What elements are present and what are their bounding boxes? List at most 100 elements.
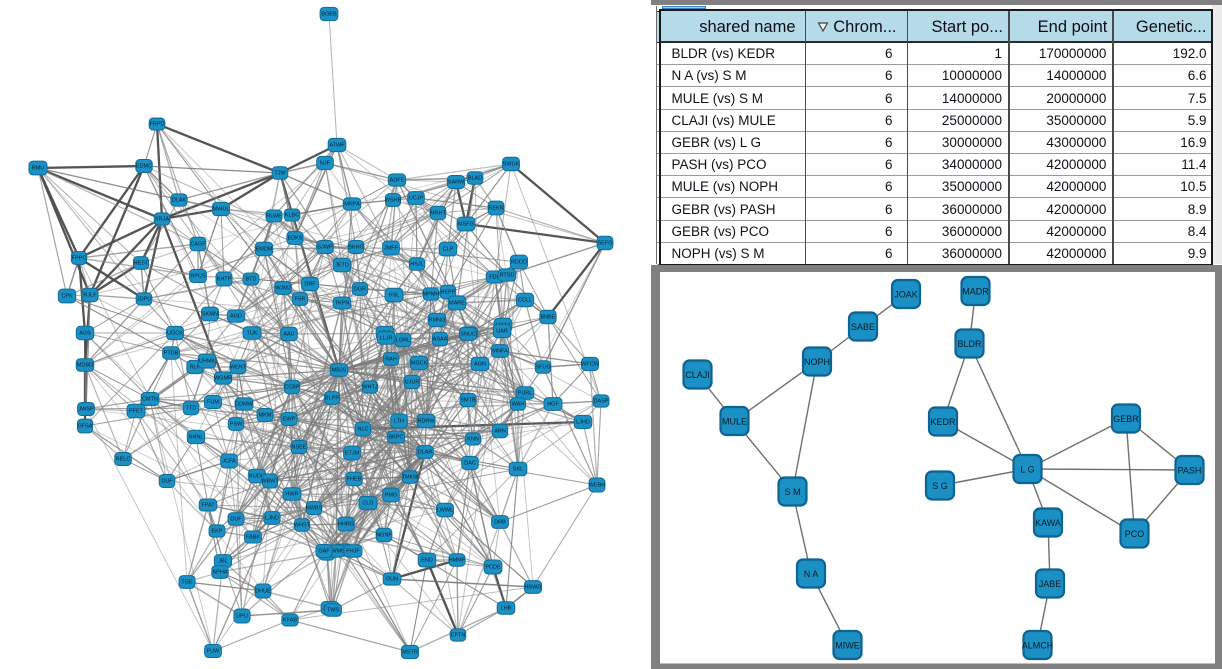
svg-text:JWSP: JWSP xyxy=(78,407,94,413)
svg-text:AGS: AGS xyxy=(79,331,91,337)
svg-text:JDPU: JDPU xyxy=(137,297,151,303)
svg-text:NSEE: NSEE xyxy=(292,445,307,451)
svg-text:MPMH: MPMH xyxy=(423,292,440,298)
svg-text:GAF: GAF xyxy=(318,549,330,555)
svg-text:KFAB: KFAB xyxy=(283,618,297,624)
svg-text:HSJL: HSJL xyxy=(410,262,423,268)
svg-text:SKMN: SKMN xyxy=(202,312,218,318)
svg-text:JABE: JABE xyxy=(1039,578,1062,588)
svg-text:ATWF: ATWF xyxy=(329,143,345,149)
svg-text:PURL: PURL xyxy=(518,391,533,397)
svg-text:FSR: FSR xyxy=(295,297,306,303)
svg-text:CCLL: CCLL xyxy=(518,298,532,304)
svg-text:JETD: JETD xyxy=(335,263,349,269)
svg-text:TGE: TGE xyxy=(181,580,193,586)
svg-text:L G: L G xyxy=(1020,464,1034,474)
svg-text:FHJF: FHJF xyxy=(346,549,360,555)
svg-text:LLJR: LLJR xyxy=(380,336,393,342)
svg-text:BNBE: BNBE xyxy=(541,315,556,321)
svg-text:CAGF: CAGF xyxy=(190,242,206,248)
svg-text:ALMCH: ALMCH xyxy=(1022,640,1054,650)
svg-text:KEDR: KEDR xyxy=(930,416,956,426)
svg-text:DLAK: DLAK xyxy=(172,198,187,204)
svg-text:EKP: EKP xyxy=(211,529,222,535)
svg-text:TJW: TJW xyxy=(274,171,286,177)
svg-text:FDG: FDG xyxy=(489,275,501,281)
svg-text:PCO: PCO xyxy=(1125,528,1145,538)
svg-text:FUW: FUW xyxy=(207,649,220,655)
svg-text:HGF: HGF xyxy=(547,402,559,408)
svg-text:MRHT: MRHT xyxy=(430,211,447,217)
svg-text:SNUC: SNUC xyxy=(460,332,476,338)
svg-text:PSW: PSW xyxy=(230,422,243,428)
svg-text:EMDM: EMDM xyxy=(256,247,273,253)
svg-text:LJHD: LJHD xyxy=(576,420,590,426)
svg-text:KHTP: KHTP xyxy=(217,277,232,283)
svg-text:RMU: RMU xyxy=(32,166,45,172)
svg-text:PMG: PMG xyxy=(385,493,398,499)
svg-text:BKPC: BKPC xyxy=(389,435,404,441)
svg-text:RTSD: RTSD xyxy=(500,273,515,279)
svg-text:JCFA: JCFA xyxy=(222,459,236,465)
svg-text:SMTB: SMTB xyxy=(460,398,476,404)
svg-text:RAH: RAH xyxy=(385,357,397,363)
svg-text:EDKS: EDKS xyxy=(288,236,303,242)
svg-text:AGD: AGD xyxy=(230,314,242,320)
svg-text:CLAJI: CLAJI xyxy=(685,369,710,379)
svg-text:TMKW: TMKW xyxy=(402,475,420,481)
svg-text:DLAR: DLAR xyxy=(418,450,433,456)
svg-text:UPU: UPU xyxy=(236,614,248,620)
svg-text:LWWL: LWWL xyxy=(437,508,453,514)
svg-text:SEFG: SEFG xyxy=(598,241,613,247)
svg-text:WSHB: WSHB xyxy=(385,198,402,204)
svg-text:SRJA: SRJA xyxy=(155,217,169,223)
svg-text:FRPD: FRPD xyxy=(150,122,165,128)
svg-text:CMTN: CMTN xyxy=(142,397,158,403)
svg-text:REKN: REKN xyxy=(488,206,503,212)
svg-text:SKHG: SKHG xyxy=(348,245,364,251)
svg-text:CLG: CLG xyxy=(362,501,373,507)
svg-text:KLBC: KLBC xyxy=(285,213,299,219)
svg-text:CFTN: CFTN xyxy=(451,633,466,639)
svg-text:ASAA: ASAA xyxy=(433,337,448,343)
svg-text:NJF: NJF xyxy=(320,161,331,167)
svg-text:SFUG: SFUG xyxy=(535,365,550,371)
svg-text:HBWG: HBWG xyxy=(524,585,541,591)
svg-text:RMNG: RMNG xyxy=(429,318,446,324)
svg-text:RJLF: RJLF xyxy=(83,293,97,299)
svg-text:MRPA: MRPA xyxy=(344,202,360,208)
svg-text:NGNF: NGNF xyxy=(376,533,392,539)
svg-text:NWBS: NWBS xyxy=(306,506,323,512)
svg-text:SABE: SABE xyxy=(851,321,875,331)
svg-text:MSTR: MSTR xyxy=(402,650,418,656)
svg-text:UAR: UAR xyxy=(496,329,508,335)
svg-text:S M: S M xyxy=(784,486,800,496)
svg-text:WGMR: WGMR xyxy=(214,376,232,382)
svg-text:SARW: SARW xyxy=(448,180,465,186)
svg-text:WHTJ: WHTJ xyxy=(362,385,378,391)
svg-text:NOPH: NOPH xyxy=(804,356,830,366)
svg-text:UJUR: UJUR xyxy=(405,380,420,386)
svg-text:MIWE: MIWE xyxy=(835,640,860,650)
svg-text:MULE: MULE xyxy=(722,416,747,426)
svg-text:GFSA: GFSA xyxy=(78,424,93,430)
svg-text:GWMB: GWMB xyxy=(327,549,345,555)
svg-text:FUM: FUM xyxy=(207,400,219,406)
svg-text:WJMJ: WJMJ xyxy=(275,286,291,292)
svg-text:LHB: LHB xyxy=(501,606,512,612)
svg-text:JOAK: JOAK xyxy=(894,289,918,299)
svg-text:WBWT: WBWT xyxy=(261,479,279,485)
svg-text:DUF: DUF xyxy=(161,479,173,485)
svg-text:DRF: DRF xyxy=(304,282,316,288)
svg-text:HEPP: HEPP xyxy=(441,290,456,296)
svg-text:RDRW: RDRW xyxy=(417,419,435,425)
svg-text:CPK: CPK xyxy=(61,294,73,300)
svg-text:TKPN: TKPN xyxy=(335,301,350,307)
svg-text:BLDR: BLDR xyxy=(957,338,982,348)
svg-text:ETJM: ETJM xyxy=(345,451,360,457)
svg-text:DGR: DGR xyxy=(354,287,366,293)
svg-text:RPCS: RPCS xyxy=(190,274,206,280)
svg-text:TWS: TWS xyxy=(327,608,340,614)
svg-text:CCBP: CCBP xyxy=(284,385,300,391)
svg-text:LJND: LJND xyxy=(265,516,279,522)
